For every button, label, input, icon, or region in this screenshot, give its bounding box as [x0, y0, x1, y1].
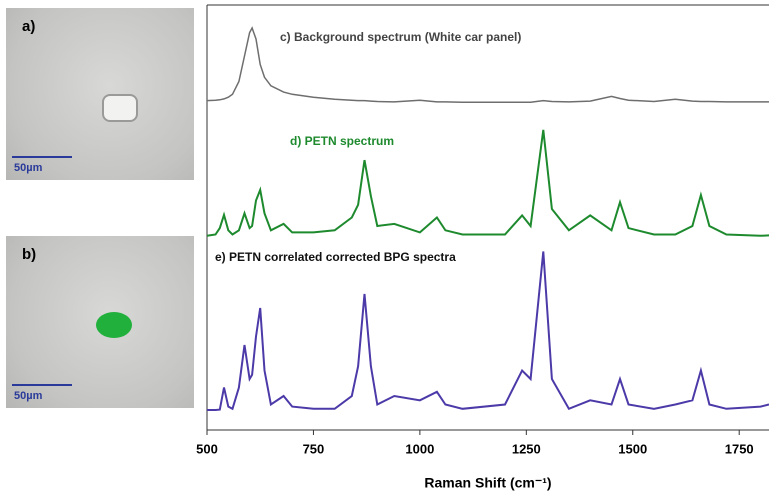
series-label: e) PETN correlated corrected BPG spectra — [215, 250, 456, 264]
scale-label: 50µm — [14, 390, 43, 402]
spectrum — [207, 251, 769, 411]
particle — [102, 94, 138, 122]
series-label: d) PETN spectrum — [290, 134, 394, 148]
x-tick-label: 1000 — [405, 441, 434, 456]
x-tick-label: 1500 — [618, 441, 647, 456]
scale-bar — [12, 156, 72, 158]
x-tick-label: 500 — [196, 441, 218, 456]
particle — [96, 312, 132, 338]
panel-label: b) — [22, 246, 37, 263]
scale-label: 50µm — [14, 162, 43, 174]
x-axis-label: Raman Shift (cm⁻¹) — [424, 475, 551, 491]
x-tick-label: 750 — [303, 441, 325, 456]
micrograph: a) 50µm — [6, 8, 194, 180]
spectrum — [206, 26, 769, 104]
spectrum — [206, 129, 769, 237]
x-tick-label: 1750 — [725, 441, 754, 456]
micrograph: b) 50µm — [6, 236, 194, 408]
scale-bar — [12, 384, 72, 386]
panel-label: a) — [22, 18, 36, 35]
x-tick-label: 1250 — [512, 441, 541, 456]
series-label: c) Background spectrum (White car panel) — [280, 30, 521, 44]
